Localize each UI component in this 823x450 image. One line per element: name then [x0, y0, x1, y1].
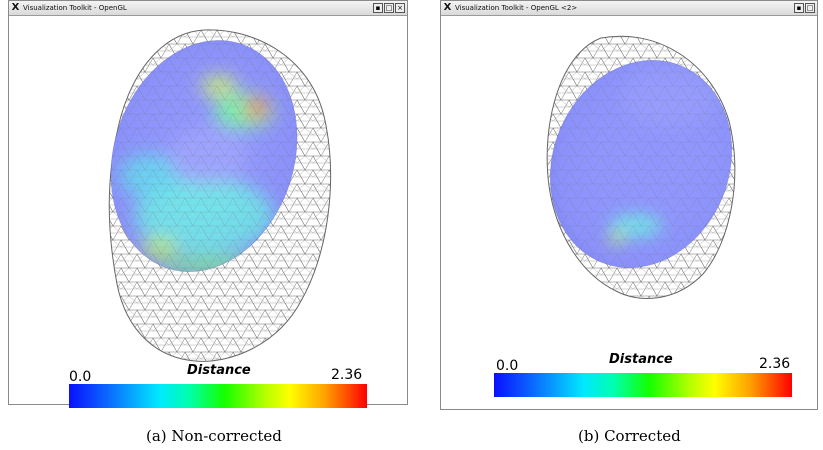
x11-icon: X	[11, 2, 20, 13]
colorbar-max-label-a: 2.36	[331, 367, 363, 383]
close-button[interactable]: ×	[395, 3, 405, 13]
distance-surface-b	[519, 32, 763, 296]
caption-a: (a) Non-corrected	[146, 427, 282, 445]
colorbar-a	[69, 384, 367, 408]
render-viewport-b[interactable]: Distance 0.0 2.36	[441, 16, 817, 409]
window-controls-b: ▪ □	[794, 3, 815, 13]
minimize-button[interactable]: ▪	[794, 3, 804, 13]
figure-panel-a: X Visualization Toolkit - OpenGL ▪ □ ×	[8, 0, 408, 450]
window-titlebar-b[interactable]: X Visualization Toolkit - OpenGL <2> ▪ □	[441, 1, 817, 16]
window-controls-a: ▪ □ ×	[373, 3, 405, 13]
rendered-scene-a	[81, 16, 332, 362]
colorbar-title-a: Distance	[187, 363, 251, 378]
x11-icon: X	[443, 2, 452, 13]
window-title-b: Visualization Toolkit - OpenGL <2>	[455, 4, 578, 12]
window-title-a: Visualization Toolkit - OpenGL	[23, 4, 127, 12]
maximize-button[interactable]: □	[805, 3, 815, 13]
window-titlebar-a[interactable]: X Visualization Toolkit - OpenGL ▪ □ ×	[9, 1, 407, 16]
colorbar-max-label-b: 2.36	[759, 356, 791, 372]
caption-b: (b) Corrected	[578, 427, 681, 445]
minimize-button[interactable]: ▪	[373, 3, 383, 13]
maximize-button[interactable]: □	[384, 3, 394, 13]
colorbar-b	[494, 373, 792, 397]
colorbar-min-label-b: 0.0	[496, 358, 519, 374]
vtk-window-a[interactable]: X Visualization Toolkit - OpenGL ▪ □ ×	[8, 0, 408, 408]
colorbar-min-label-a: 0.0	[69, 369, 92, 385]
render-viewport-a[interactable]: Distance 0.0 2.36	[9, 16, 407, 408]
rendered-scene-b	[519, 32, 763, 299]
colorbar-title-b: Distance	[609, 352, 673, 367]
figure-panel-b: X Visualization Toolkit - OpenGL <2> ▪ □	[440, 0, 818, 450]
vtk-window-b[interactable]: X Visualization Toolkit - OpenGL <2> ▪ □	[440, 0, 818, 410]
